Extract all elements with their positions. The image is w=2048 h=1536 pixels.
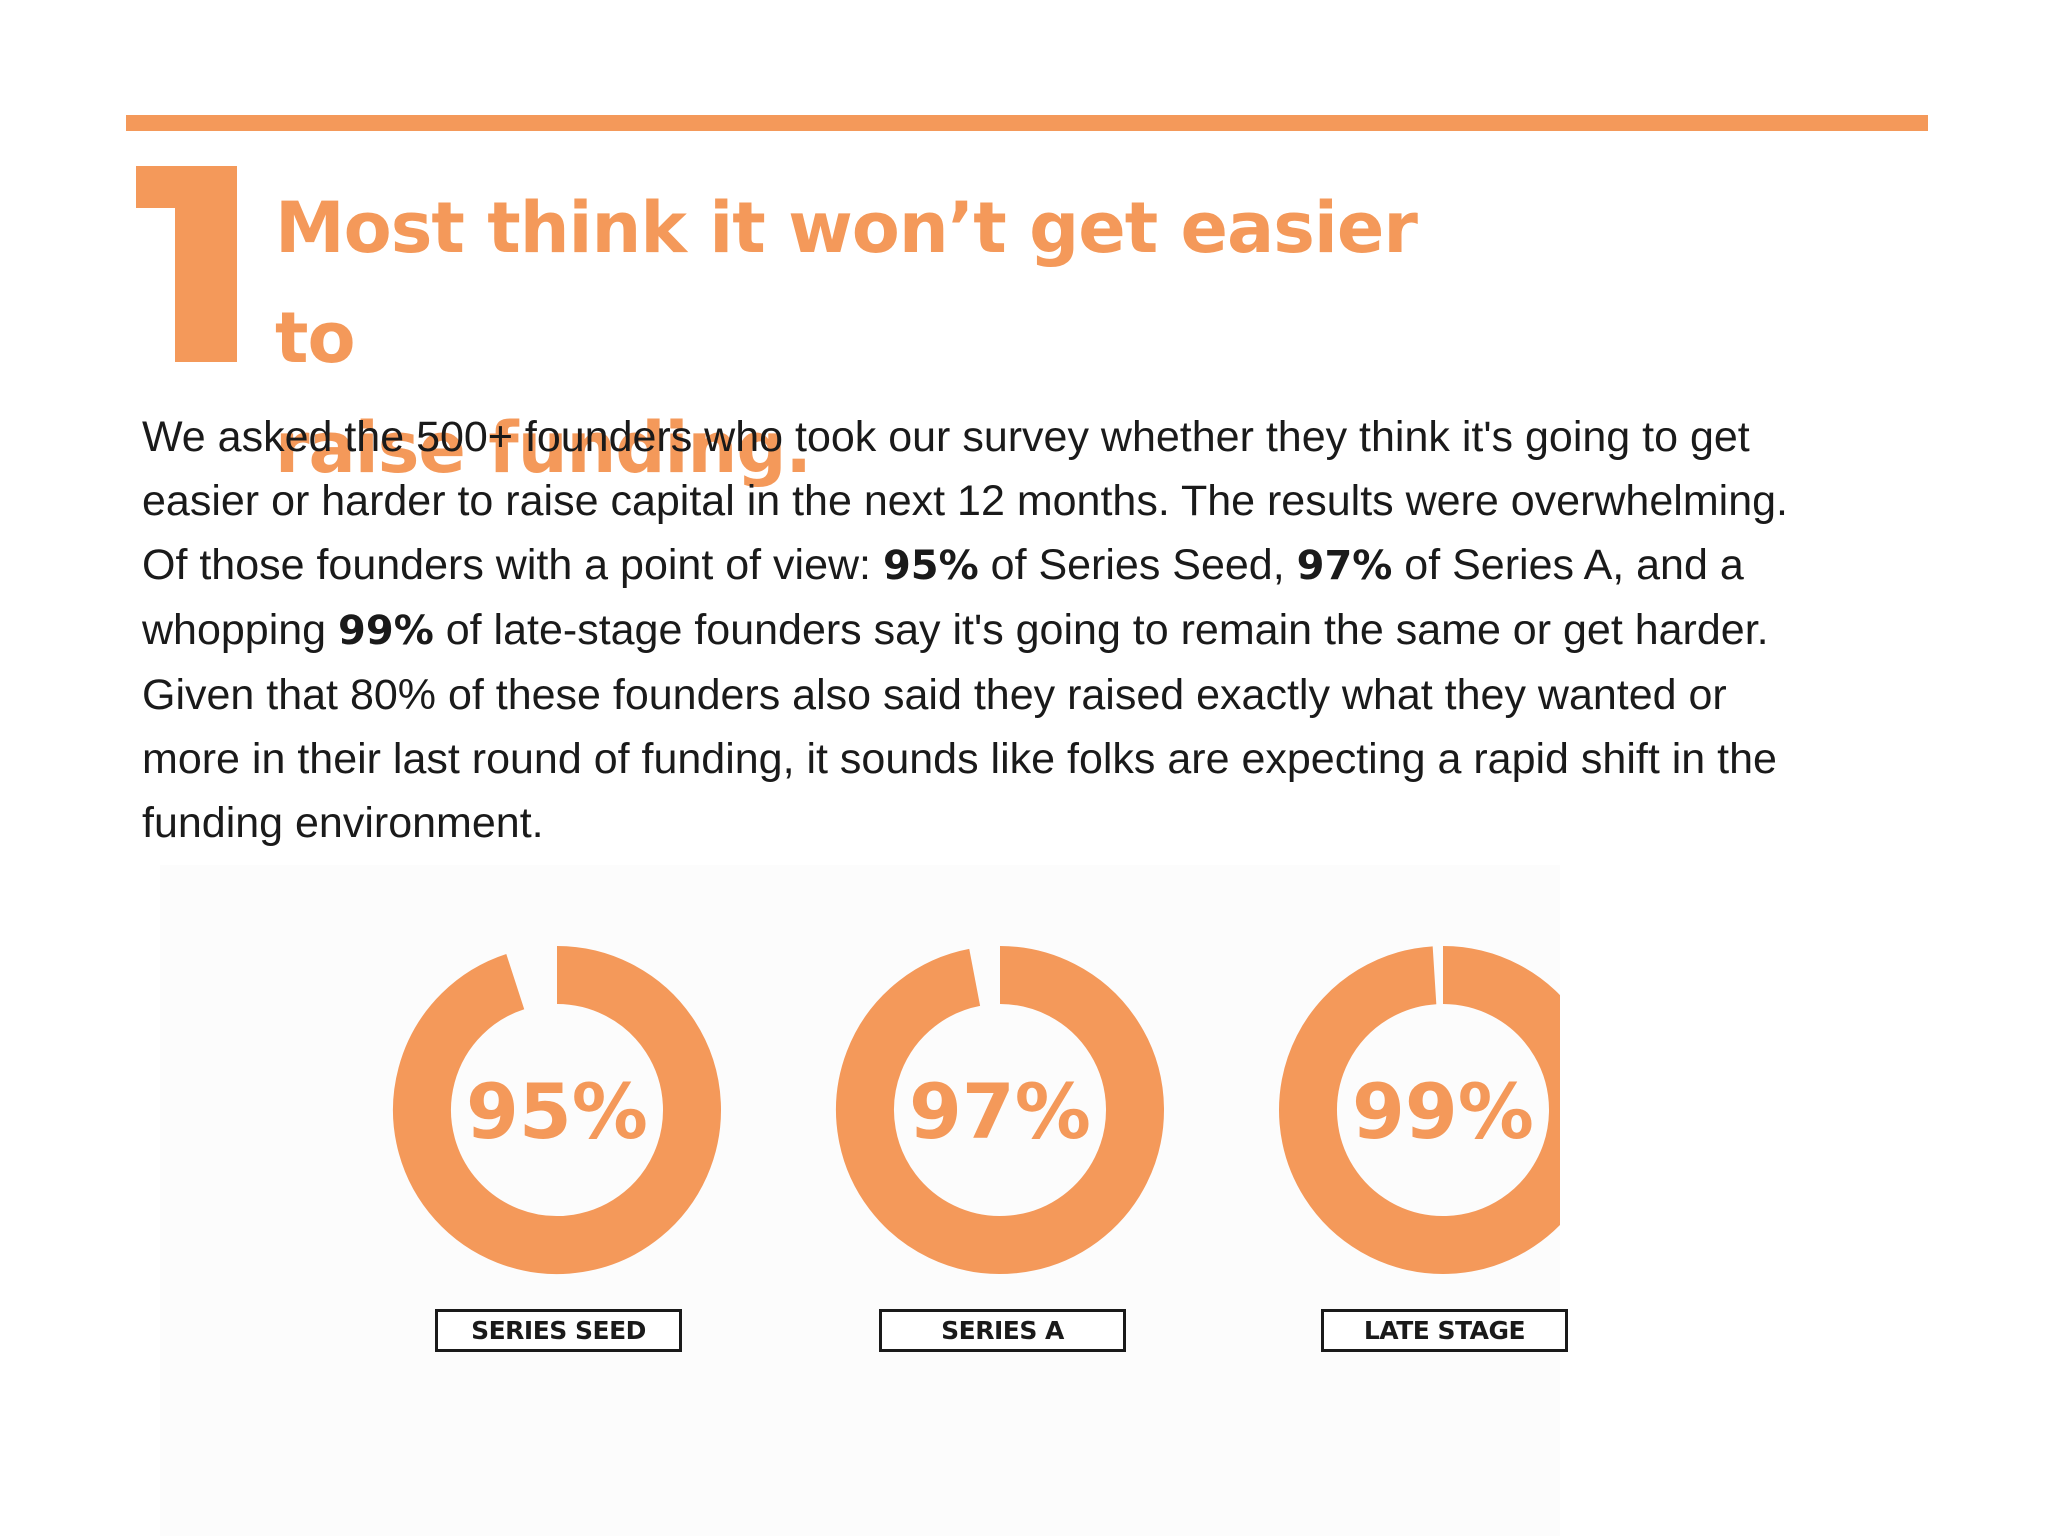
section-headline: Most think it won’t get easier to raise … <box>275 173 1475 503</box>
stat-series-a: 97% <box>1296 543 1393 589</box>
donut-arc-late-stage <box>1279 946 1560 1274</box>
body-line-7: funding environment. <box>142 799 544 847</box>
label-series-a: SERIES A <box>879 1309 1126 1352</box>
body-line-2: easier or harder to raise capital in the… <box>142 477 1788 525</box>
body-line-3-mid: of Series Seed, <box>978 541 1297 589</box>
donut-chart-panel: 95% 97% 99% SERIES SEED SERIES A LATE STAG… <box>160 865 1568 1536</box>
section-number-one <box>136 166 237 362</box>
body-line-3-pre: Of those founders with a point of view: <box>142 541 883 589</box>
body-line-1: We asked the 500+ founders who took our … <box>142 413 1750 461</box>
donut-arc-series-seed <box>393 946 721 1274</box>
donut-value-series-a: 97% <box>909 1067 1091 1156</box>
donut-arc-series-a <box>836 946 1164 1274</box>
stat-late-stage: 99% <box>338 608 434 654</box>
body-line-3-post: of Series A, and a <box>1392 541 1744 589</box>
body-paragraph: We asked the 500+ founders who took our … <box>142 405 1942 855</box>
donut-value-series-seed: 95% <box>466 1067 648 1156</box>
headline-line-1: Most think it won’t get easier to <box>275 187 1418 379</box>
body-line-6: more in their last round of funding, it … <box>142 735 1777 783</box>
body-line-5: Given that 80% of these founders also sa… <box>142 671 1727 719</box>
stat-seed: 95% <box>882 543 979 589</box>
top-rule <box>126 115 1928 131</box>
label-late-stage: LATE STAGE <box>1321 1309 1568 1352</box>
donut-charts: 95% 97% 99% <box>393 946 1560 1274</box>
body-line-4-post: of late-stage founders say it's going to… <box>433 606 1769 654</box>
headline-line-2: raise funding. <box>275 407 812 489</box>
body-line-4-pre: whopping <box>142 606 339 654</box>
donut-value-late-stage: 99% <box>1352 1067 1534 1156</box>
label-series-seed: SERIES SEED <box>435 1309 682 1352</box>
